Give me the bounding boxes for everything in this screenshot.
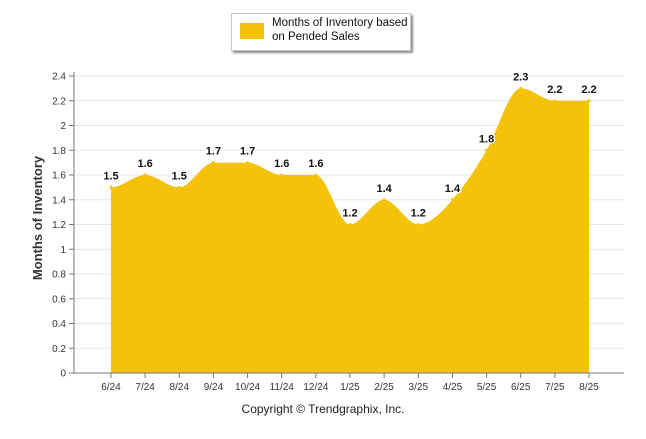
- data-point: [246, 161, 250, 165]
- data-point: [109, 185, 113, 189]
- data-point: [519, 86, 523, 90]
- data-label: 1.4: [445, 183, 461, 195]
- x-tick-label: 10/24: [235, 382, 260, 393]
- data-point: [553, 99, 557, 103]
- y-tick-label: 0.4: [52, 319, 66, 330]
- series-area: [111, 88, 589, 373]
- data-point: [416, 223, 420, 226]
- data-label: 1.6: [308, 158, 323, 170]
- data-label: 1.4: [376, 183, 392, 195]
- x-tick-label: 7/24: [135, 382, 155, 393]
- legend: Months of Inventory based on Pended Sale…: [231, 13, 411, 51]
- data-point: [280, 173, 284, 177]
- data-label: 1.5: [172, 170, 187, 182]
- y-tick-label: 1.8: [52, 146, 66, 157]
- x-tick-label: 11/24: [270, 382, 295, 393]
- x-tick-label: 5/25: [477, 382, 497, 393]
- y-axis-title: Months of Inventory: [30, 155, 45, 280]
- y-tick-label: 0.2: [52, 344, 66, 355]
- data-point: [211, 161, 215, 165]
- x-tick-label: 3/25: [409, 382, 429, 393]
- data-point: [382, 198, 386, 202]
- x-tick-label: 8/24: [170, 382, 190, 393]
- y-tick-label: 1.6: [52, 171, 66, 182]
- data-label: 1.6: [274, 158, 289, 170]
- y-tick-label: 2: [60, 121, 66, 132]
- copyright-text: Copyright © Trendgraphix, Inc.: [241, 402, 405, 416]
- x-tick-label: 4/25: [443, 382, 463, 393]
- data-point: [143, 173, 147, 177]
- legend-swatch: [240, 23, 264, 39]
- x-tick-label: 6/25: [511, 382, 531, 393]
- data-label: 2.2: [581, 84, 596, 96]
- y-tick-label: 0: [60, 369, 66, 380]
- y-tick-label: 2.2: [52, 96, 66, 107]
- data-point: [314, 173, 318, 177]
- y-tick-label: 2.4: [52, 72, 66, 83]
- legend-label: Months of Inventory based on Pended Sale…: [272, 17, 408, 43]
- data-label: 1.5: [103, 170, 118, 182]
- data-point: [485, 148, 489, 152]
- data-point: [587, 99, 591, 103]
- data-label: 1.7: [206, 146, 221, 158]
- data-point: [450, 198, 454, 202]
- y-tick-label: 1: [60, 245, 66, 256]
- data-label: 1.8: [479, 133, 494, 145]
- x-tick-label: 7/25: [545, 382, 565, 393]
- x-tick-label: 8/25: [579, 382, 599, 393]
- area-series: [109, 86, 591, 373]
- data-label: 1.7: [240, 146, 255, 158]
- y-tick-label: 0.8: [52, 270, 66, 281]
- data-label: 1.2: [342, 208, 357, 220]
- x-tick-label: 6/24: [101, 382, 121, 393]
- x-tick-label: 12/24: [303, 382, 328, 393]
- x-tick-label: 1/25: [340, 382, 360, 393]
- data-labels: 1.5 1.6 1.5 1.7 1.7 1.6 1.6 1.2 1.4 1.2 1.4 1.8 2.3 2…: [102, 70, 598, 221]
- axes: 0 0.2 0.4 0.6 0.8 1 1.2 1.4 1.6 1.8 2 2.2 2.4 6/24 7/2…: [52, 72, 624, 393]
- y-tick-label: 1.2: [52, 220, 66, 231]
- data-point: [348, 223, 352, 226]
- data-label: 1.6: [137, 158, 152, 170]
- data-point: [177, 185, 181, 189]
- data-label: 1.2: [411, 208, 426, 220]
- x-tick-label: 2/25: [374, 382, 394, 393]
- y-tick-label: 0.6: [52, 294, 66, 305]
- y-tick-label: 1.4: [52, 195, 66, 206]
- data-label: 2.3: [513, 71, 528, 83]
- x-tick-label: 9/24: [204, 382, 224, 393]
- data-label: 2.2: [547, 84, 562, 96]
